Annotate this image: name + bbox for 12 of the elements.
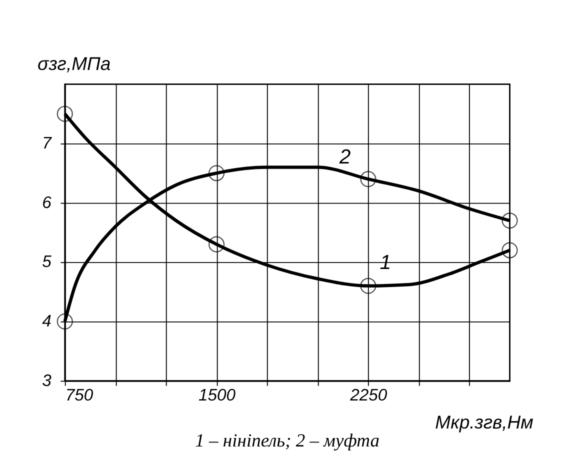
y-axis-title: σзг,МПа xyxy=(38,52,111,74)
x-axis-title: Mкр.згв,Нм xyxy=(435,412,534,432)
x-tick-label: 750 xyxy=(65,386,94,405)
y-tick-label: 3 xyxy=(42,370,52,390)
x-tick-label: 2250 xyxy=(349,386,388,405)
y-tick-label: 4 xyxy=(42,312,52,331)
y-tick-label: 5 xyxy=(42,252,52,272)
y-tick-label: 7 xyxy=(42,134,52,153)
x-tick-label: 1500 xyxy=(198,386,236,405)
series-label: 2 xyxy=(338,146,352,168)
text: 1 – нініпель; 2 – муфта xyxy=(195,430,380,452)
y-tick-label: 6 xyxy=(42,192,52,212)
